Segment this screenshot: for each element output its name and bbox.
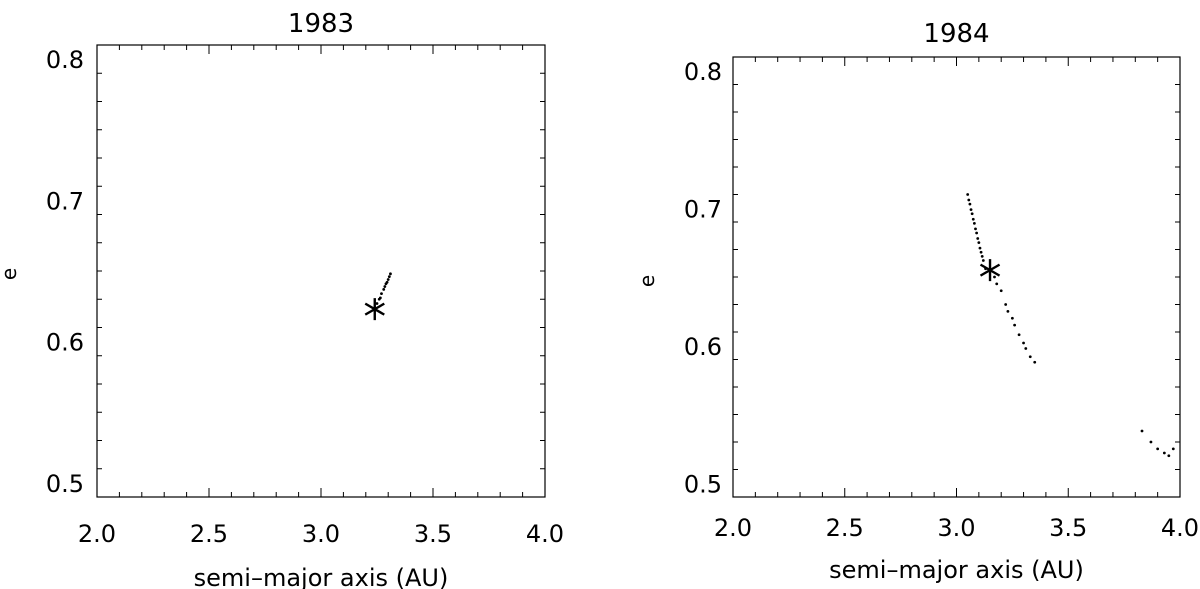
panel-2-data-point <box>1033 360 1037 364</box>
panel-1-plot-frame <box>96 44 546 498</box>
panel-2-data-point <box>1167 454 1171 458</box>
panel-1-data-point <box>389 272 392 276</box>
panel-1-data-point <box>378 296 382 300</box>
panel-2-x-axis-label: semi–major axis (AU) <box>829 556 1084 584</box>
panel-2-data-point <box>1022 341 1025 345</box>
panel-2-data-point <box>976 237 980 240</box>
panel-1-data-point <box>387 275 391 279</box>
panel-2-data-point <box>1162 451 1166 455</box>
panel-2-data-point <box>966 193 970 196</box>
panel-1-y-tick-label: 0.6 <box>46 329 84 357</box>
panel-2-data-point <box>1004 303 1008 306</box>
panel-1-title: 1983 <box>288 9 354 39</box>
panel-2-data-point <box>993 275 996 279</box>
panel-1-data-point <box>383 285 387 288</box>
panel-2-data-point <box>969 208 973 212</box>
panel-2-data-point <box>975 231 979 235</box>
panel-1-data-point <box>380 292 383 295</box>
panel-2-data-point <box>1017 333 1021 337</box>
panel-2-data-point <box>980 254 984 258</box>
panel-2-data-point <box>978 246 982 250</box>
panel-2-data-point <box>979 250 983 254</box>
panel-2-data-point <box>970 212 974 216</box>
panel-2-data-point <box>967 198 971 202</box>
panel-2-data-point <box>1010 316 1014 320</box>
panel-1-x-tick-label: 3.0 <box>302 520 340 548</box>
panel-2-y-tick-label: 0.7 <box>684 195 722 223</box>
panel-1-asterisk-marker <box>364 302 385 316</box>
panel-2-title: 1984 <box>923 19 989 49</box>
panel-2-data-point <box>1006 309 1010 313</box>
panel-2-data-point <box>1149 440 1153 444</box>
panel-2-data-point <box>1013 323 1017 327</box>
panel-1-y-tick-label: 0.8 <box>46 46 84 74</box>
panel-1-x-tick-label: 3.5 <box>414 520 452 548</box>
panel-2-data-point <box>995 282 999 286</box>
panel-2-y-tick-label: 0.8 <box>684 58 722 86</box>
panel-2-x-tick-label: 3.5 <box>1049 514 1087 542</box>
panel-1-y-axis-label: e <box>0 268 21 280</box>
panel-2-data-point <box>972 221 976 225</box>
panel-2-data-point <box>999 289 1003 293</box>
panel-2-data-point <box>1024 347 1028 350</box>
panel-1-y-tick-label: 0.5 <box>46 470 84 498</box>
panel-2-data-point <box>1140 429 1144 433</box>
panel-2-data-point <box>1156 447 1160 451</box>
panel-2-asterisk-marker <box>979 263 1001 277</box>
panel-2-data-point <box>971 217 975 221</box>
panel-2-y-tick-label: 0.5 <box>684 470 722 498</box>
panel-2-x-tick-label: 4.0 <box>1161 514 1199 542</box>
panel-2-data-point <box>977 241 981 245</box>
panel-2-plot-frame <box>732 56 1181 498</box>
panel-1-x-tick-label: 2.5 <box>190 520 228 548</box>
panel-1-y-tick-label: 0.7 <box>46 187 84 215</box>
panel-1-x-tick-label: 4.0 <box>526 520 564 548</box>
panel-2-x-tick-label: 2.0 <box>714 514 752 542</box>
panel-2-data-point <box>1028 355 1032 359</box>
panel-2-y-tick-label: 0.6 <box>684 333 722 361</box>
panel-1-data-point <box>375 302 379 305</box>
panel-1-x-axis-label: semi–major axis (AU) <box>194 564 449 589</box>
panel-2-x-tick-label: 2.5 <box>826 514 864 542</box>
panel-2-data-point <box>974 227 977 231</box>
panel-1-data-point <box>382 287 386 291</box>
panel-2-x-tick-label: 3.0 <box>937 514 975 542</box>
panel-2-y-axis-label: e <box>635 275 659 287</box>
panel-2-data-point <box>968 202 972 206</box>
panel-2-data-point <box>981 259 985 262</box>
panel-1-x-tick-label: 2.0 <box>78 520 116 548</box>
panel-1-data-point <box>386 278 390 281</box>
panel-1-data-point <box>385 280 389 284</box>
panel-2-data-point <box>1171 447 1175 451</box>
